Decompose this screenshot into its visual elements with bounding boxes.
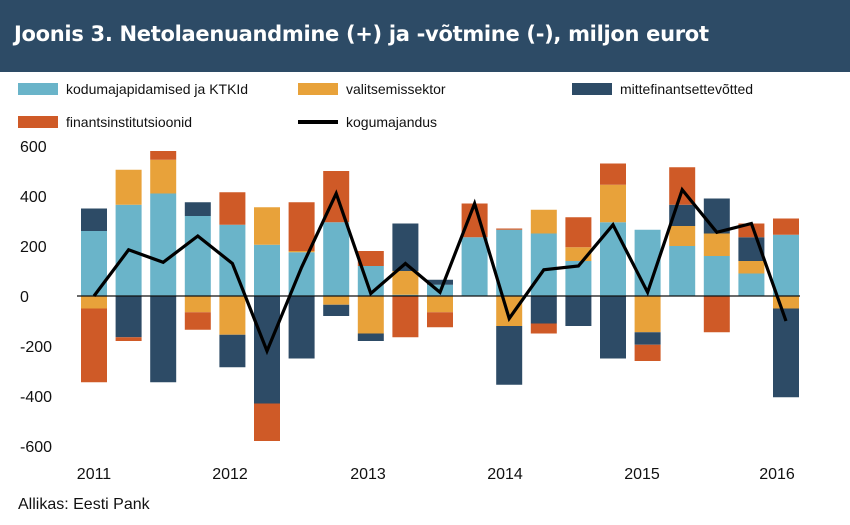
- bar-segment: [150, 296, 177, 383]
- bar-segment: [392, 296, 419, 338]
- bar-segment: [357, 251, 384, 266]
- bar-segment: [427, 279, 453, 285]
- bar-segment: [254, 244, 280, 296]
- chart-plot: 600 400 200 0 -200 -400 -600 2011 2012 2013 2014 20…: [20, 139, 800, 483]
- bar-segment: [496, 326, 523, 385]
- legend-swatch-financial: [18, 116, 58, 128]
- bar-segment: [184, 202, 211, 216]
- bar-segment: [184, 312, 211, 330]
- legend-swatch-total: [298, 120, 338, 124]
- bar-segment: [496, 296, 523, 326]
- bar-segment: [600, 163, 626, 185]
- x-tick-label: 2012: [212, 466, 248, 483]
- legend-item-total: kogumajandus: [298, 114, 437, 130]
- legend-swatch-households: [18, 83, 58, 95]
- x-tick-label: 2011: [77, 466, 112, 483]
- y-tick-label: -600: [20, 439, 52, 456]
- bar-segment: [530, 296, 557, 324]
- y-tick-label: 0: [20, 289, 29, 306]
- bar-segment: [219, 192, 246, 225]
- bar-segment: [427, 312, 453, 328]
- bar-segment: [323, 222, 350, 296]
- bar-segment: [461, 237, 488, 296]
- bar-segment: [669, 226, 696, 246]
- legend-label-households: kodumajapidamised ja KTKId: [66, 81, 249, 97]
- bar-segment: [357, 296, 384, 334]
- bar-segment: [392, 294, 419, 296]
- legend: kodumajapidamised ja KTKId valitsemissek…: [0, 72, 850, 136]
- bar-segment: [496, 228, 523, 230]
- chart-title: Joonis 3. Netolaenuandmine (+) ja -võtmi…: [14, 22, 709, 46]
- bar-segment: [738, 223, 765, 238]
- bar-segment: [219, 296, 246, 335]
- bar-segment: [427, 296, 453, 313]
- bar-segment: [150, 159, 177, 194]
- bar-segment: [254, 403, 280, 441]
- x-tick-label: 2016: [759, 466, 795, 483]
- bar-segment: [634, 344, 661, 361]
- bar-segment: [530, 233, 557, 296]
- y-tick-label: 200: [20, 239, 47, 256]
- x-tick-label: 2014: [487, 466, 523, 483]
- bar-segment: [81, 308, 107, 383]
- bar-segment: [392, 271, 419, 295]
- bar-segment: [669, 246, 696, 296]
- bar-segment: [703, 198, 730, 234]
- bar-segment: [219, 334, 246, 368]
- bar-segment: [150, 151, 177, 160]
- x-tick-label: 2015: [624, 466, 660, 483]
- y-tick-label: -200: [20, 339, 52, 356]
- bar-segment: [288, 251, 315, 253]
- bar-segment: [115, 337, 142, 341]
- bar-segment: [323, 296, 350, 305]
- bar-segment: [738, 261, 765, 274]
- bar-segment: [634, 332, 661, 345]
- legend-label-financial: finantsinstitutsioonid: [66, 114, 193, 130]
- bar-segment: [600, 296, 626, 359]
- x-tick-label: 2013: [350, 466, 386, 483]
- bar-segment: [115, 296, 142, 338]
- bar-segment: [565, 217, 592, 248]
- bar-segment: [703, 256, 730, 296]
- y-tick-label: 600: [20, 139, 47, 156]
- bar-segment: [184, 216, 211, 296]
- bar-segment: [565, 296, 592, 326]
- bar-segment: [254, 207, 280, 245]
- legend-item-nonfinancial: mittefinantsettevõtted: [572, 81, 753, 97]
- legend-label-government: valitsemissektor: [346, 81, 446, 97]
- bar-segment: [703, 233, 730, 256]
- legend-swatch-government: [298, 83, 338, 95]
- y-tick-label: 400: [20, 189, 47, 206]
- bar-segment: [288, 202, 315, 251]
- title-bar: Joonis 3. Netolaenuandmine (+) ja -võtmi…: [0, 0, 850, 72]
- bar-segment: [773, 308, 799, 398]
- bar-segment: [288, 296, 315, 359]
- bar-segment: [184, 296, 211, 313]
- bar-segment: [773, 234, 799, 296]
- bar-segment: [115, 169, 142, 205]
- legend-item-government: valitsemissektor: [298, 81, 446, 97]
- source-note: Allikas: Eesti Pank: [18, 496, 150, 513]
- bar-segment: [81, 296, 107, 309]
- bar-segment: [600, 184, 626, 223]
- total-line: [92, 186, 788, 356]
- legend-label-total: kogumajandus: [346, 114, 438, 130]
- bar-segment: [738, 273, 765, 296]
- bar-segment: [773, 218, 799, 235]
- bar-segment: [530, 323, 557, 334]
- bar-segment: [357, 333, 384, 341]
- bar-segment: [81, 208, 107, 231]
- bar-segment: [634, 296, 661, 333]
- y-tick-label: -400: [20, 389, 52, 406]
- legend-item-households: kodumajapidamised ja KTKId: [18, 81, 248, 97]
- legend-swatch-nonfinancial: [572, 83, 612, 95]
- legend-label-nonfinancial: mittefinantsettevõtted: [620, 81, 754, 97]
- bar-segment: [323, 304, 350, 316]
- legend-item-financial: finantsinstitutsioonid: [18, 114, 192, 130]
- bar-segment: [150, 193, 177, 296]
- bar-segment: [703, 296, 730, 333]
- bar-segment: [530, 209, 557, 234]
